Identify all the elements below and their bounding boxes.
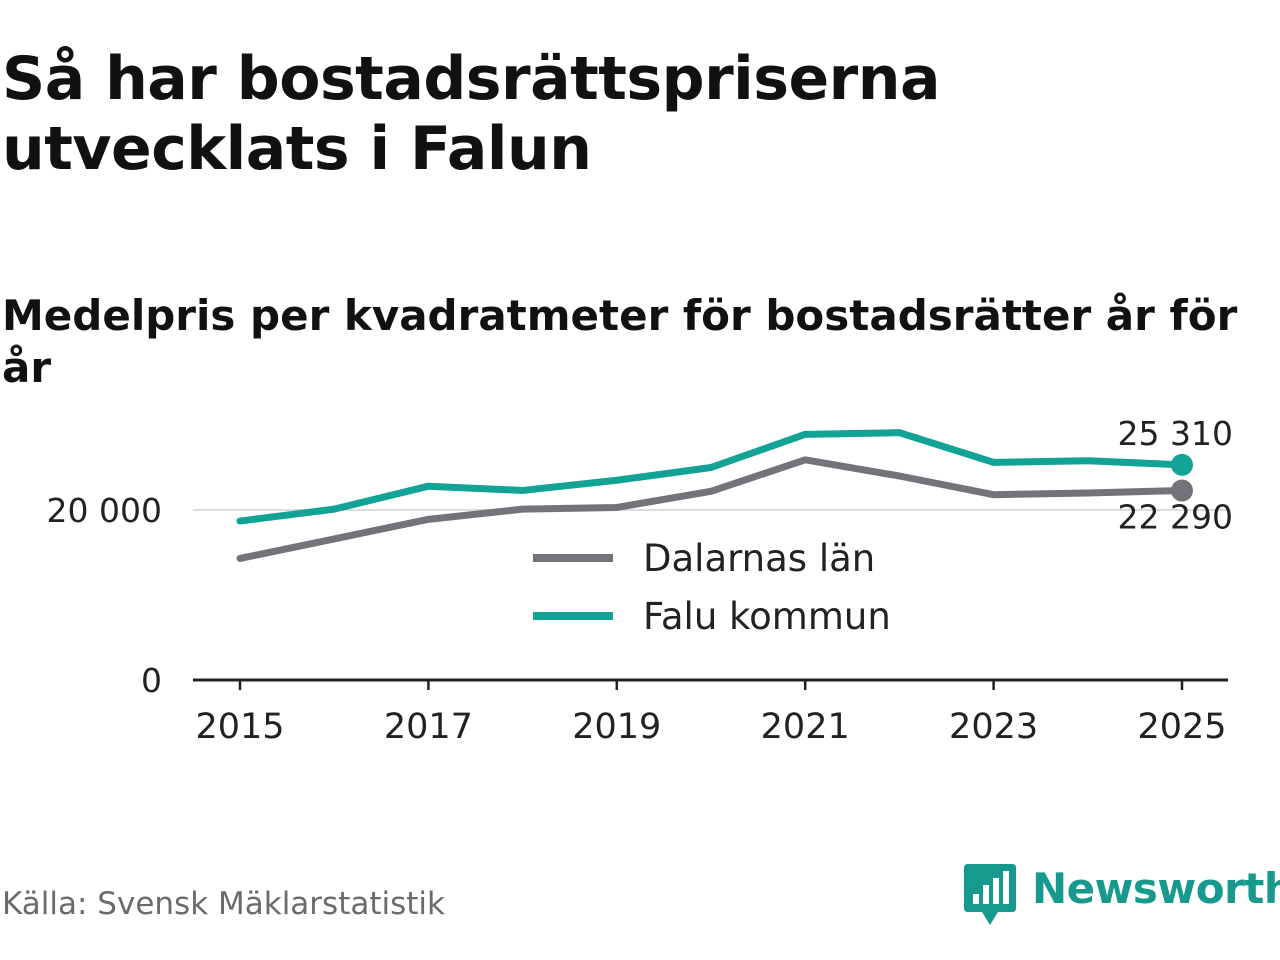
x-tick-label-2019: 2019 [572,707,661,747]
legend: Dalarnas län Falu kommun [533,537,891,638]
brand-name: Newsworthy [1032,863,1280,913]
end-label-dalarnas-l-n: 22 290 [1118,498,1233,537]
end-point-falu-kommun [1171,453,1193,476]
series-line-dalarnas-l-n [236,456,1186,562]
chart-subtitle: Medelpris per kvadratmeter för bostadsrä… [2,291,1238,392]
x-tick-label-2015: 2015 [195,707,284,747]
x-tick-label-2025: 2025 [1137,707,1226,747]
y-tick-label-20000: 20 000 [47,491,162,530]
y-tick-label-0: 0 [141,661,162,700]
label-layer: 22 290 25 310 [1118,414,1233,537]
x-tick-label-2023: 2023 [949,707,1038,747]
source-note: Källa: Svensk Mäklarstatistik [2,886,445,922]
legend-label-dalarnas-l-n: Dalarnas län [643,537,875,580]
axis-layer: 0 20 000 2015 2017 2019 2021 2023 2025 [47,491,1228,747]
newsworthy-logo[interactable]: Newsworthy [964,862,1280,928]
x-tick-label-2021: 2021 [761,707,850,747]
end-label-falu-kommun: 25 310 [1118,414,1233,453]
series-line-falu-kommun [236,429,1186,525]
end-point-dalarnas-l-n [1171,479,1193,502]
series-layer [236,429,1193,562]
bar-chart-speech-bubble-icon [964,864,1016,925]
legend-label-falu-kommun: Falu kommun [643,595,891,638]
chart-title: Så har bostadsrättspriserna utvecklats i… [2,44,940,184]
x-tick-label-2017: 2017 [384,707,473,747]
